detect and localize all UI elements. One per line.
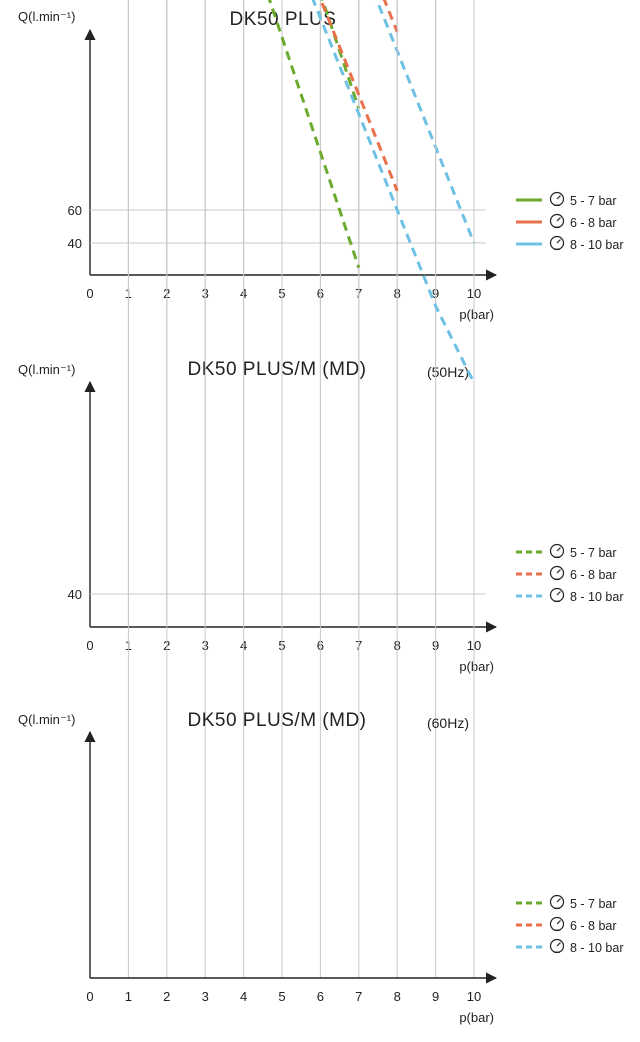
legend: 5 - 7 bar 6 - 8 bar 8 - 10 bar [516,191,624,252]
legend: 5 - 7 bar 6 - 8 bar 8 - 10 bar [516,894,624,955]
chart-title: DK50 PLUS/M (MD) [187,359,366,380]
legend: 5 - 7 bar 6 - 8 bar 8 - 10 bar [516,543,624,604]
x-tick-label: 9 [432,989,439,1004]
gridlines [127,0,475,275]
x-tick-label: 1 [125,989,132,1004]
x-tick-label: 5 [278,989,285,1004]
y-axis-label: Q(l.min⁻¹) [18,362,75,377]
x-tick-label: 10 [467,989,481,1004]
legend-label: 8 - 10 bar [570,590,624,604]
legend-label: 5 - 7 bar [570,194,617,208]
x-tick-label: 4 [240,989,247,1004]
legend-label: 5 - 7 bar [570,546,617,560]
series-line-green [268,0,361,269]
y-axis-label: Q(l.min⁻¹) [18,712,75,727]
x-axis-label: p(bar) [459,1010,494,1025]
x-axis-label: p(bar) [459,307,494,322]
y-tick-label: 40 [68,236,82,251]
pressure-gauge-icon [549,235,565,251]
pressure-gauge-icon [549,543,565,559]
series-line-blue [311,0,476,384]
gridlines [90,0,486,978]
series-line-orange [319,0,399,192]
x-tick-label: 2 [163,989,170,1004]
x-tick-label: 0 [86,638,93,653]
y-tick-label: 40 [68,587,82,602]
legend-label: 5 - 7 bar [570,897,617,911]
pressure-gauge-icon [549,894,565,910]
pressure-gauge-icon [549,938,565,954]
gridlines [90,0,486,627]
legend-label: 6 - 8 bar [570,568,617,582]
x-axis-label: p(bar) [459,659,494,674]
pressure-gauge-icon [549,213,565,229]
x-tick-label: 6 [317,989,324,1004]
x-tick-label: 0 [86,286,93,301]
series-line-blue [375,0,476,244]
pressure-gauge-icon [549,916,565,932]
y-axis-label: Q(l.min⁻¹) [18,9,75,24]
legend-label: 8 - 10 bar [570,238,624,252]
y-tick-label: 60 [68,203,82,218]
x-tick-label: 3 [202,989,209,1004]
x-tick-label: 0 [86,989,93,1004]
pressure-gauge-icon [549,565,565,581]
chart-title: DK50 PLUS [230,9,337,30]
x-tick-label: 7 [355,989,362,1004]
chart-title: DK50 PLUS/M (MD) [187,710,366,731]
chart-3: 012345678910406080100120140p(bar)Q(l.min… [18,0,624,1025]
legend-label: 8 - 10 bar [570,941,624,955]
pressure-gauge-icon [549,587,565,603]
legend-label: 6 - 8 bar [570,919,617,933]
x-tick-label: 8 [394,989,401,1004]
chart-note: (50Hz) [427,364,469,380]
chart-note: (60Hz) [427,715,469,731]
pressure-gauge-icon [549,191,565,207]
legend-label: 6 - 8 bar [570,216,617,230]
